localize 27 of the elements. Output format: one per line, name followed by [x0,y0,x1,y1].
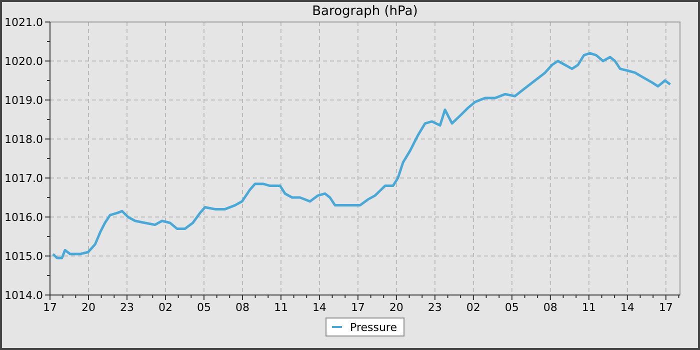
x-tick-label: 20 [389,301,404,314]
x-tick-label: 17 [658,301,673,314]
legend-label: Pressure [350,321,398,334]
x-tick-label: 05 [504,301,519,314]
x-tick-label: 14 [312,301,326,314]
x-tick-label: 23 [120,301,134,314]
x-tick-label: 02 [466,301,480,314]
y-tick-label: 1018.0 [4,133,43,146]
x-tick-label: 17 [350,301,365,314]
x-tick-label: 08 [235,301,250,314]
y-tick-label: 1017.0 [4,172,43,185]
x-tick-label: 11 [274,301,288,314]
y-tick-label: 1014.0 [4,289,43,302]
y-tick-label: 1019.0 [4,94,43,107]
x-tick-label: 05 [196,301,211,314]
y-tick-label: 1021.0 [4,16,43,29]
x-tick-label: 14 [620,301,634,314]
chart-title: Barograph (hPa) [312,4,418,19]
x-tick-label: 17 [43,301,57,314]
x-tick-label: 02 [158,301,172,314]
y-tick-label: 1015.0 [4,250,43,263]
x-tick-label: 11 [582,301,596,314]
x-tick-label: 08 [543,301,558,314]
x-tick-label: 23 [428,301,442,314]
y-tick-label: 1020.0 [4,55,43,68]
x-tick-label: 20 [81,301,96,314]
y-tick-label: 1016.0 [4,211,43,224]
